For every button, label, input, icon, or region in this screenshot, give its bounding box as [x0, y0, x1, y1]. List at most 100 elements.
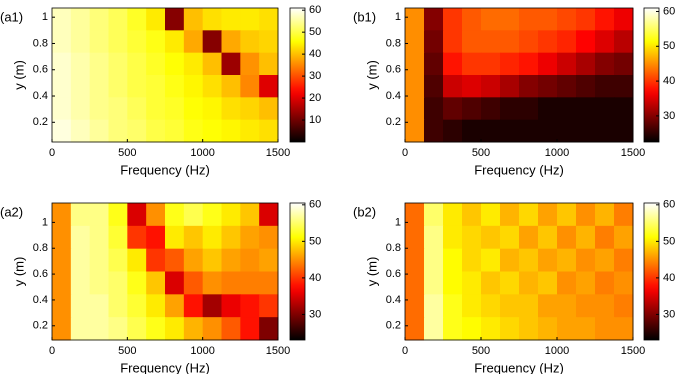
heatmap-cell: [538, 30, 558, 54]
heatmap-cell: [240, 75, 260, 98]
heatmap-cell: [462, 317, 482, 341]
heatmap-cell: [595, 75, 615, 98]
colorbar-tick-label: 40: [663, 272, 675, 284]
plot-frame: [51, 202, 279, 341]
heatmap-cell: [405, 225, 425, 250]
heatmap-cell: [443, 30, 463, 54]
heatmap-cell: [481, 225, 501, 250]
colorbar-tick-label: 60: [309, 4, 321, 16]
heatmap-cell: [443, 225, 463, 250]
heatmap-cell: [481, 30, 501, 54]
heatmap-cell: [259, 75, 279, 98]
heatmap-cell: [443, 119, 463, 143]
heatmap-cell: [108, 317, 128, 341]
heatmap-cell: [519, 271, 539, 295]
heatmap-cell: [500, 203, 520, 227]
panel: 0 500 1000 1500 0.2 0.4 0.6 0.8 1 Frequency (Hz) y…: [353, 5, 675, 177]
heatmap-cell: [481, 248, 501, 272]
heatmap-cell: [557, 119, 577, 143]
y-tick-label: 0.6: [33, 64, 48, 76]
heatmap-cell: [127, 294, 147, 318]
heatmap-cell: [202, 317, 222, 341]
heatmap-cell: [221, 317, 241, 341]
heatmap-cell: [70, 97, 91, 121]
heatmap-cell: [538, 248, 558, 272]
heatmap-cell: [576, 203, 596, 227]
heatmap-cell: [70, 271, 91, 295]
heatmap-cell: [595, 271, 615, 295]
heatmap-cell: [462, 271, 482, 295]
x-tick-label: 1000: [545, 345, 569, 357]
heatmap-cell: [405, 294, 425, 318]
heatmap-cell: [259, 119, 279, 143]
heatmap-cell: [519, 317, 539, 341]
heatmap-cell: [146, 248, 166, 272]
heatmap-cell: [89, 97, 109, 121]
panel-label: (a1): [0, 9, 23, 24]
y-tick-label: 1: [395, 11, 401, 23]
heatmap-cell: [576, 294, 596, 318]
heatmap-cell: [519, 294, 539, 318]
plot-frame: [404, 202, 634, 341]
heatmap-cell: [240, 248, 260, 272]
x-tick-label: 500: [118, 147, 136, 159]
heatmap-cell: [146, 8, 166, 31]
heatmap-cell: [462, 294, 482, 318]
colorbar-tick-label: 10: [309, 114, 321, 126]
colorbar-tick-label: 50: [663, 40, 675, 52]
heatmap-cell: [183, 294, 204, 318]
panel-label: (b2): [353, 204, 376, 219]
heatmap-cell: [165, 248, 185, 272]
heatmap-cell: [500, 30, 520, 54]
heatmap-cell: [146, 317, 166, 341]
heatmap-cell: [52, 294, 72, 318]
heatmap-cell: [70, 294, 91, 318]
heatmap-cell: [202, 203, 222, 227]
panel: 0 500 1000 1500 0.2 0.4 0.6 0.8 1 Frequency (Hz) y…: [0, 199, 321, 374]
heatmap-cell: [240, 119, 260, 143]
heatmap-cell: [557, 271, 577, 295]
heatmap-cell: [202, 294, 222, 318]
heatmap-cell: [614, 52, 634, 76]
heatmap-cell: [500, 317, 520, 341]
heatmap-cell: [462, 203, 482, 227]
plot-frame: [51, 7, 279, 143]
heatmap-cell: [424, 317, 444, 341]
heatmap-cell: [443, 8, 463, 31]
x-tick-label: 1000: [545, 147, 569, 159]
heatmap-cell: [165, 119, 185, 143]
heatmap-cell: [108, 203, 128, 227]
y-axis-label: y (m): [11, 60, 26, 90]
heatmap-cell: [481, 97, 501, 121]
heatmap-cell: [183, 271, 204, 295]
colorbar-tick-label: 30: [663, 308, 675, 320]
heatmap-cell: [202, 119, 222, 143]
heatmap-cell: [108, 75, 128, 98]
heatmap-cell: [221, 97, 241, 121]
heatmap-cell: [221, 225, 241, 250]
heatmap-cell: [519, 119, 539, 143]
colorbar-tick-label: 60: [663, 199, 675, 211]
heatmap-cell: [538, 8, 558, 31]
colorbar-tick-label: 40: [663, 75, 675, 87]
heatmap-cell: [259, 8, 279, 31]
heatmap-cell: [443, 317, 463, 341]
heatmap-cell: [538, 294, 558, 318]
heatmap-cell: [557, 294, 577, 318]
colorbar-tick-label: 40: [309, 48, 321, 60]
heatmap-cell: [52, 225, 72, 250]
heatmap-cell: [89, 317, 109, 341]
heatmap-cell: [108, 119, 128, 143]
colorbar: [643, 202, 660, 341]
heatmap-cell: [70, 119, 91, 143]
y-tick-label: 0.4: [386, 294, 401, 306]
y-tick-label: 1: [42, 216, 48, 228]
x-tick-label: 0: [49, 147, 55, 159]
heatmap-cell: [462, 30, 482, 54]
heatmap-cell: [70, 52, 91, 76]
heatmap-cell: [576, 225, 596, 250]
heatmap-cell: [52, 30, 72, 54]
heatmap-cell: [202, 75, 222, 98]
heatmap-cell: [538, 225, 558, 250]
heatmap-cell: [127, 317, 147, 341]
